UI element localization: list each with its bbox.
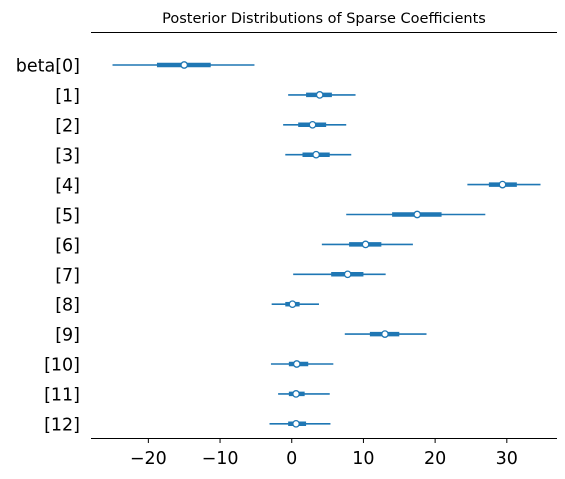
- median-point: [288, 300, 297, 309]
- x-tick-label: −10: [202, 449, 239, 469]
- row-5: [5]: [55, 206, 486, 226]
- row-label: beta[0]: [16, 57, 80, 77]
- row-3: [3]: [55, 146, 352, 166]
- x-tick-label: 30: [496, 449, 518, 469]
- row-7: [7]: [55, 266, 386, 286]
- x-tick-label: 20: [424, 449, 446, 469]
- row-label: [7]: [55, 266, 80, 286]
- row-8: [8]: [55, 296, 319, 316]
- row-label: [12]: [44, 415, 80, 435]
- row-4: [4]: [55, 176, 541, 196]
- median-point: [292, 360, 301, 368]
- median-point: [292, 390, 300, 398]
- row-label: [11]: [44, 385, 80, 405]
- x-tick-label: 10: [352, 449, 374, 469]
- row-label: [5]: [55, 206, 80, 226]
- median-point: [180, 61, 189, 69]
- row-1: [1]: [55, 86, 356, 106]
- median-point: [361, 240, 370, 249]
- median-point: [343, 270, 352, 279]
- median-point: [292, 419, 300, 428]
- row-label: [3]: [55, 146, 80, 166]
- row-11: [11]: [44, 385, 330, 405]
- row-0: beta[0]: [16, 57, 255, 77]
- forest-rows: beta[0] [1] [2] [3] [4] [5] [6] [7] [8] [9] [10] [1…: [16, 57, 541, 435]
- row-label: [2]: [55, 116, 80, 136]
- median-point: [312, 150, 320, 159]
- row-label: [9]: [55, 326, 80, 346]
- row-label: [1]: [55, 86, 80, 106]
- x-tick-label: −20: [130, 449, 167, 469]
- row-6: [6]: [55, 236, 413, 256]
- row-label: [6]: [55, 236, 80, 256]
- median-point: [381, 330, 389, 338]
- median-point: [315, 91, 324, 99]
- median-point: [413, 210, 422, 219]
- row-label: [10]: [44, 356, 80, 376]
- row-2: [2]: [55, 116, 347, 136]
- chart-title: Posterior Distributions of Sparse Coeffi…: [162, 11, 486, 27]
- x-tick-label: 0: [286, 449, 297, 469]
- row-label: [8]: [55, 296, 80, 316]
- x-axis-ticks: −20 −10 0 10 20 30: [130, 438, 518, 469]
- row-10: [10]: [44, 356, 334, 376]
- row-9: [9]: [55, 326, 427, 346]
- median-point: [498, 180, 507, 189]
- row-12: [12]: [44, 415, 331, 435]
- median-point: [308, 120, 317, 129]
- row-label: [4]: [55, 176, 80, 196]
